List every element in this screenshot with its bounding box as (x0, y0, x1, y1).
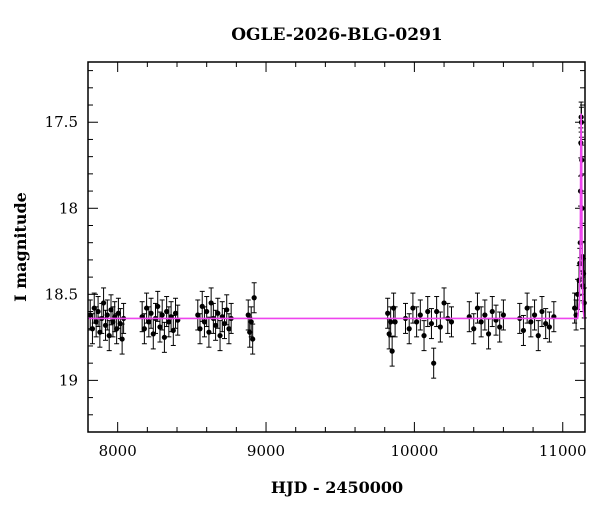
data-point (531, 299, 538, 331)
x-tick-label: 8000 (99, 442, 137, 460)
data-point (159, 299, 165, 331)
x-axis-label: HJD - 2450000 (271, 478, 403, 497)
axis-ticks: 8000 9000 10000 11000 17.5 18 18.5 19 (45, 62, 587, 460)
data-point (204, 296, 210, 328)
data-point (539, 296, 545, 328)
data-point (520, 314, 527, 346)
data-point (493, 304, 499, 336)
data-point (251, 282, 257, 314)
data-point (157, 311, 163, 343)
data-point (224, 294, 230, 326)
data-point (146, 306, 152, 338)
data-point (414, 306, 420, 338)
data-point (535, 320, 541, 352)
x-tick-label: 9000 (247, 442, 285, 460)
data-point (543, 308, 549, 340)
data-point (389, 335, 395, 367)
data-point (497, 311, 503, 343)
data-point (119, 323, 125, 355)
data-point (500, 299, 507, 331)
data-point (161, 321, 168, 353)
model-line (88, 113, 586, 320)
data-point (478, 306, 484, 338)
data-point (206, 316, 212, 348)
data-point (546, 311, 552, 343)
data-point (489, 296, 495, 328)
model-curve (88, 113, 586, 320)
y-tick-label: 17.5 (45, 113, 78, 131)
y-tick-label: 19 (59, 371, 78, 389)
data-point (250, 323, 256, 355)
data-point (434, 296, 440, 328)
x-tick-label: 10000 (391, 442, 439, 460)
data-point (421, 320, 427, 352)
data-point (95, 296, 101, 328)
data-point (551, 301, 557, 333)
x-tick-label: 11000 (539, 442, 587, 460)
data-point (528, 306, 534, 338)
chart-title: OGLE-2026-BLG-0291 (231, 25, 443, 45)
y-tick-label: 18 (59, 199, 78, 217)
data-point (217, 320, 223, 352)
data-point (148, 297, 154, 329)
data-point (104, 299, 110, 331)
data-point (425, 296, 431, 328)
data-point (466, 301, 472, 333)
data-point (448, 306, 455, 338)
y-tick-label: 18.5 (45, 285, 78, 303)
data-point (215, 297, 221, 329)
plot-frame (87, 61, 586, 433)
data-point (212, 309, 219, 341)
data-point (417, 299, 423, 331)
data-point (172, 297, 179, 329)
observation-points (87, 101, 587, 379)
y-axis-label: I magnitude (11, 192, 30, 302)
data-point (431, 347, 437, 379)
data-point (248, 306, 254, 338)
data-point (428, 308, 435, 340)
data-point (108, 294, 114, 326)
data-point (437, 311, 443, 343)
data-point (485, 318, 492, 350)
data-point (482, 299, 488, 331)
data-point (385, 297, 391, 329)
data-point (170, 314, 176, 346)
data-point (155, 290, 161, 322)
data-point (392, 306, 398, 338)
